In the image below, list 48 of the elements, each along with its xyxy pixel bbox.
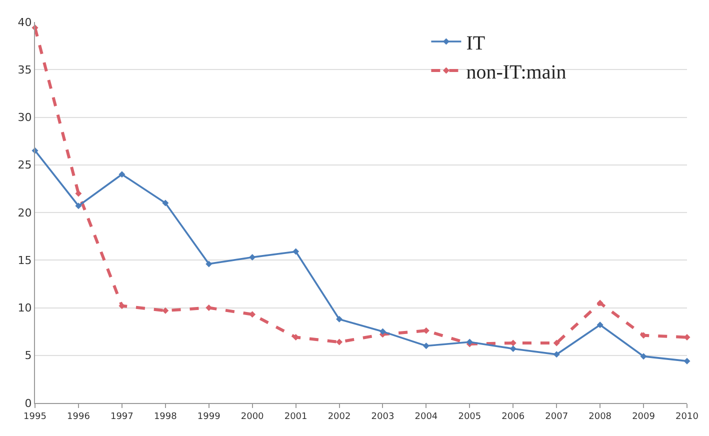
point <box>336 338 343 346</box>
point <box>596 322 604 328</box>
x-tick-label: 2006 <box>502 412 525 422</box>
y-tick-label: 20 <box>18 206 32 220</box>
point <box>596 300 604 306</box>
x-tick-label: 1997 <box>110 412 134 422</box>
y-tick-label: 25 <box>18 158 32 172</box>
point <box>249 311 256 318</box>
y-tick-label: 10 <box>18 302 32 315</box>
point <box>292 248 300 255</box>
point <box>553 340 560 346</box>
x-tick-label: 2010 <box>676 412 699 422</box>
legend-label: IT <box>466 32 486 54</box>
y-tick-label: 0 <box>24 396 32 410</box>
x-tick-label: 1999 <box>197 412 221 422</box>
legend-label: non-IT:main <box>466 61 566 84</box>
y-tick-label: 5 <box>24 349 32 362</box>
x-tick-label: 2001 <box>284 412 308 422</box>
x-tick-label: 1995 <box>24 412 46 422</box>
x-tick-label: 2003 <box>371 412 394 422</box>
x-tick-label: 2009 <box>632 412 656 422</box>
y-tick-label: 40 <box>18 16 32 29</box>
y-tick-label: 15 <box>18 254 32 267</box>
point <box>336 316 343 322</box>
point <box>510 345 516 352</box>
x-tick-label: 2004 <box>414 412 438 422</box>
x-tick-label: 2008 <box>588 412 612 422</box>
x-tick-label: 2007 <box>545 412 568 422</box>
x-tick-label: 2005 <box>458 412 482 422</box>
x-tick-label: 2002 <box>328 412 351 422</box>
point <box>379 328 386 335</box>
x-tick-label: 1996 <box>67 412 90 422</box>
point <box>206 260 212 268</box>
point <box>162 200 169 206</box>
point <box>206 304 212 311</box>
y-tick-label: 35 <box>18 63 32 76</box>
point <box>249 254 256 261</box>
x-tick-label: 1998 <box>154 412 178 422</box>
point <box>684 358 690 364</box>
point <box>75 202 82 210</box>
x-tick-label: 2000 <box>240 412 264 422</box>
point <box>422 342 430 350</box>
point <box>162 307 169 314</box>
point <box>640 353 647 360</box>
point <box>75 190 82 197</box>
point <box>553 351 560 358</box>
y-tick-label: 30 <box>18 111 32 124</box>
point <box>118 171 126 178</box>
